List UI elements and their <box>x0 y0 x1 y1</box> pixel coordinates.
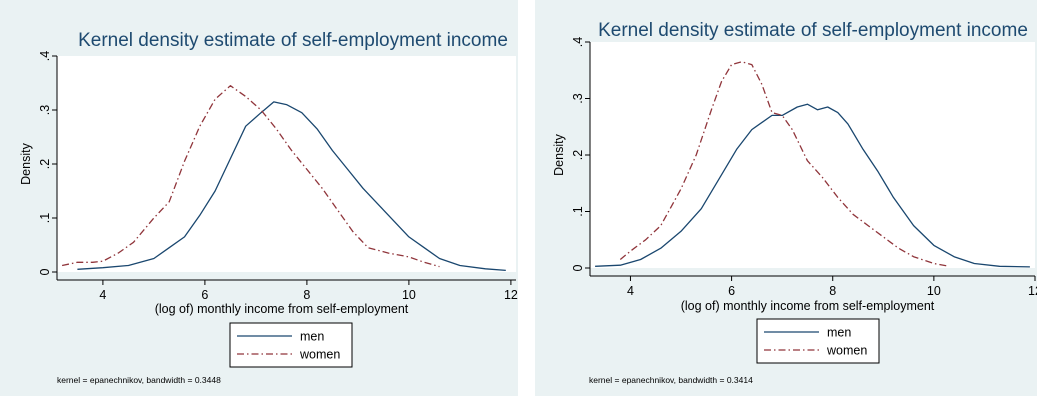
plot-area <box>57 56 516 272</box>
y-axis-label: Density <box>19 142 33 184</box>
y-tick-label: .3 <box>571 93 585 103</box>
legend-box <box>229 322 353 368</box>
y-tick-label: 0 <box>571 264 585 271</box>
series-line-women <box>61 85 440 268</box>
y-tick-label: .2 <box>571 150 585 160</box>
chart-panel-right: Kernel density estimate of self-employme… <box>535 0 1037 396</box>
x-tick-label: 8 <box>829 284 836 298</box>
y-tick-label: .4 <box>571 37 585 47</box>
y-axis-label: Density <box>552 133 566 175</box>
kernel-note: kernel = epanechnikov, bandwidth = 0.341… <box>589 375 753 385</box>
x-tick-label: 4 <box>627 284 634 298</box>
y-tick-label: .4 <box>38 51 52 61</box>
series-line-men <box>595 103 1030 268</box>
legend-box <box>756 318 880 364</box>
x-tick-label: 6 <box>728 284 735 298</box>
legend-label-men: men <box>827 326 851 340</box>
density-chart-left: Kernel density estimate of self-employme… <box>19 30 518 385</box>
x-tick-label: 12 <box>1028 284 1037 298</box>
plot-area <box>590 42 1035 268</box>
x-tick-label: 12 <box>504 288 518 302</box>
x-axis-label: (log of) monthly income from self-employ… <box>681 299 935 313</box>
legend-label-women: women <box>299 348 340 362</box>
chart-panel-left: Kernel density estimate of self-employme… <box>0 0 518 396</box>
density-chart-right: Kernel density estimate of self-employme… <box>552 20 1037 385</box>
legend-label-women: women <box>826 344 867 358</box>
y-tick-label: 0 <box>38 268 52 275</box>
chart-title: Kernel density estimate of self-employme… <box>598 20 1028 41</box>
x-tick-label: 6 <box>201 288 208 302</box>
y-tick-label: .1 <box>571 206 585 216</box>
x-tick-label: 10 <box>402 288 416 302</box>
kernel-note: kernel = epanechnikov, bandwidth = 0.344… <box>57 375 221 385</box>
y-tick-label: .2 <box>38 159 52 169</box>
y-tick-label: .1 <box>38 213 52 223</box>
x-tick-label: 4 <box>99 288 106 302</box>
legend-label-men: men <box>300 330 324 344</box>
y-tick-label: .3 <box>38 105 52 115</box>
chart-title: Kernel density estimate of self-employme… <box>78 30 508 51</box>
x-tick-label: 8 <box>303 288 310 302</box>
x-axis-label: (log of) monthly income from self-employ… <box>155 302 409 316</box>
series-line-men <box>77 101 506 272</box>
x-tick-label: 10 <box>927 284 941 298</box>
